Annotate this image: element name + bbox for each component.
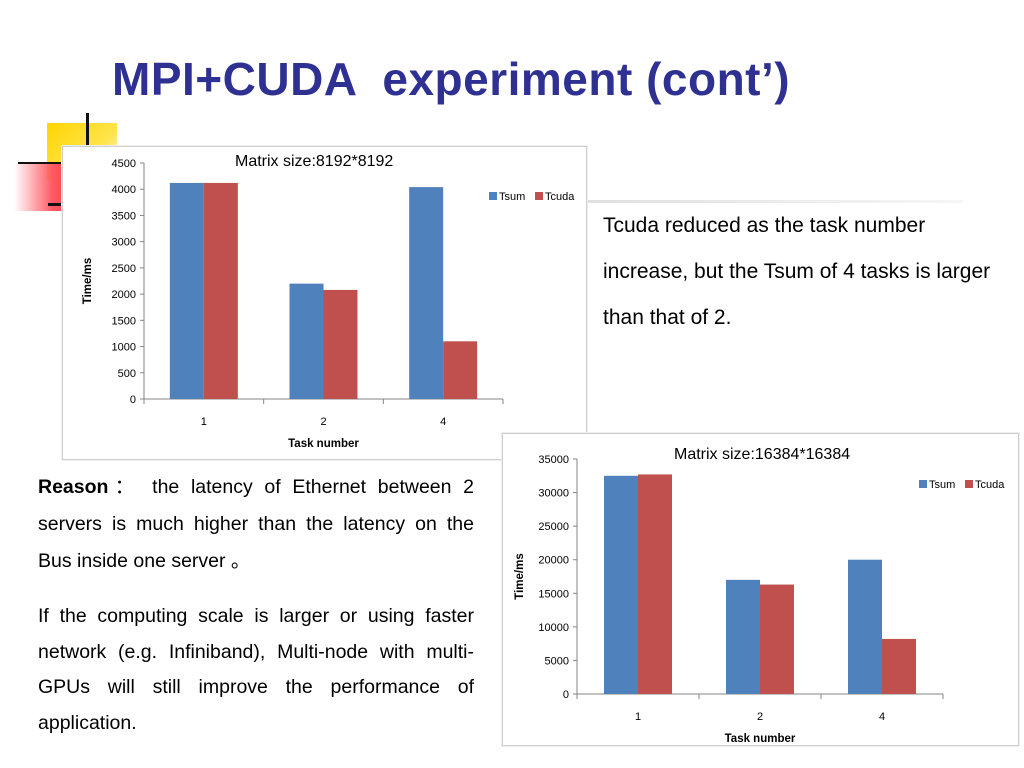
y-tick-label: 2500 <box>112 263 136 275</box>
y-tick-label: 10000 <box>538 622 569 634</box>
y-tick-label: 1500 <box>112 315 136 327</box>
legend-swatch-tcuda <box>965 480 973 488</box>
chart-canvas: 0 500 1000 1500 2000 2500 3000 3500 4000 4500 1 2 4 T… <box>82 158 575 450</box>
chart-caption: Matrix size:8192*8192 <box>235 153 394 170</box>
chart-matrix-16384: 0 5000 10000 15000 20000 25000 30000 35000 1 2 4 Ta… <box>502 433 1019 746</box>
y-tick-label: 2000 <box>112 289 136 301</box>
y-tick-label: 3500 <box>112 210 136 222</box>
y-tick-label: 0 <box>130 394 136 406</box>
legend-swatch-tsum <box>489 192 497 200</box>
bar-tsum-4 <box>848 559 882 694</box>
x-tick-label: 4 <box>879 711 885 723</box>
x-axis-title: Task number <box>288 438 359 450</box>
legend-label-tsum: Tsum <box>499 191 525 203</box>
observation-text: Tcuda reduced as the task number increas… <box>603 214 991 329</box>
x-tick-label: 1 <box>635 711 641 723</box>
y-tick-label: 4500 <box>112 158 136 170</box>
y-tick-label: 35000 <box>538 454 569 466</box>
bar-tsum-1 <box>604 475 638 694</box>
legend-label-tcuda: Tcuda <box>545 191 575 203</box>
bar-tcuda-1 <box>638 474 672 694</box>
chart-caption: Matrix size:16384*16384 <box>674 446 851 463</box>
slide-title: MPI+CUDA experiment (cont’) <box>112 53 791 105</box>
legend-label-tcuda: Tcuda <box>975 479 1005 491</box>
y-tick-label: 25000 <box>538 521 569 533</box>
y-tick-label: 0 <box>563 689 569 701</box>
bar-tsum-2 <box>726 579 760 694</box>
y-tick-label: 30000 <box>538 488 569 500</box>
reason-separator: ： <box>108 476 141 498</box>
bar-tcuda-4 <box>443 341 478 399</box>
chart-canvas: 0 5000 10000 15000 20000 25000 30000 35000 1 2 4 Ta… <box>514 454 1005 745</box>
decorative-divider-line <box>588 200 963 203</box>
legend-swatch-tsum <box>919 480 927 488</box>
x-tick-label: 2 <box>320 416 326 428</box>
x-tick-label: 4 <box>440 416 446 428</box>
x-tick-label: 2 <box>757 711 763 723</box>
bar-tcuda-4 <box>882 638 916 694</box>
bar-tsum-2 <box>289 283 324 399</box>
y-tick-label: 20000 <box>538 555 569 567</box>
decorative-horizontal-line-short <box>48 203 62 206</box>
decorative-horizontal-line <box>18 162 62 164</box>
x-axis-title: Task number <box>725 733 796 745</box>
bar-tcuda-2 <box>323 289 358 399</box>
y-axis-title: Time/ms <box>514 553 526 599</box>
y-tick-label: 5000 <box>545 655 569 667</box>
y-axis-title: Time/ms <box>82 258 94 304</box>
legend-swatch-tcuda <box>535 192 543 200</box>
y-tick-label: 3000 <box>112 237 136 249</box>
reason-text: the latency of Ethernet between 2 server… <box>38 476 474 572</box>
bar-tsum-1 <box>169 182 204 399</box>
y-tick-label: 500 <box>118 368 136 380</box>
scale-paragraph: If the computing scale is larger or usin… <box>38 605 474 734</box>
reason-paragraph: Reason： the latency of Ethernet between … <box>38 469 474 580</box>
chart-matrix-8192: 0 500 1000 1500 2000 2500 3000 3500 4000 4500 1 2 4 T… <box>62 146 587 460</box>
bar-tsum-4 <box>409 187 444 399</box>
legend-label-tsum: Tsum <box>929 479 955 491</box>
y-tick-label: 1000 <box>112 342 136 354</box>
bar-tcuda-2 <box>760 584 794 694</box>
x-tick-label: 1 <box>201 416 207 428</box>
bar-tcuda-1 <box>203 182 238 399</box>
reason-label: Reason <box>38 476 109 498</box>
y-tick-label: 15000 <box>538 588 569 600</box>
y-tick-label: 4000 <box>112 184 136 196</box>
